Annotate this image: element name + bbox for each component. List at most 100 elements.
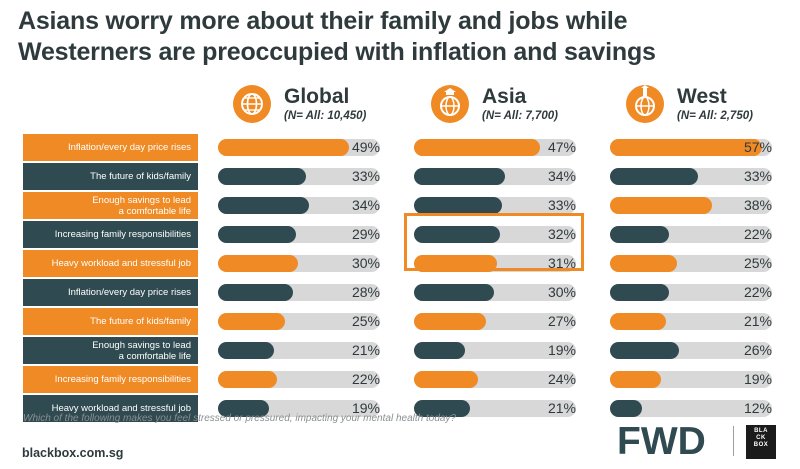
bar-row: 21% bbox=[218, 337, 380, 364]
bar bbox=[218, 342, 275, 359]
bar bbox=[610, 284, 669, 301]
bar-value-label: 22% bbox=[743, 284, 772, 300]
bar bbox=[610, 168, 699, 185]
bar bbox=[218, 313, 285, 330]
bar bbox=[218, 371, 277, 388]
bar-value-label: 47% bbox=[547, 139, 576, 155]
bar bbox=[218, 168, 307, 185]
bar bbox=[218, 400, 269, 417]
bar bbox=[218, 139, 349, 156]
bar-value-label: 25% bbox=[351, 313, 380, 329]
bar-row: 26% bbox=[610, 337, 772, 364]
category-labels: Inflation/every day price rises The futur… bbox=[23, 134, 198, 424]
bar bbox=[218, 226, 296, 243]
bar-value-label: 33% bbox=[547, 197, 576, 213]
bar-row: 19% bbox=[610, 366, 772, 393]
bar-row: 22% bbox=[610, 221, 772, 248]
bar bbox=[414, 197, 503, 214]
bar bbox=[610, 400, 643, 417]
bar-row: 33% bbox=[610, 163, 772, 190]
bar-value-label: 34% bbox=[351, 197, 380, 213]
bar-row: 25% bbox=[610, 250, 772, 277]
bar-row: 30% bbox=[218, 250, 380, 277]
bar bbox=[610, 197, 712, 214]
bar bbox=[414, 371, 479, 388]
column-sample-size: (N= All: 2,750) bbox=[677, 110, 753, 122]
bar-value-label: 33% bbox=[351, 168, 380, 184]
bar-value-label: 29% bbox=[351, 226, 380, 242]
bar-row: 25% bbox=[218, 308, 380, 335]
bar-row: 19% bbox=[414, 337, 576, 364]
bar-row: 21% bbox=[610, 308, 772, 335]
bar-value-label: 21% bbox=[547, 400, 576, 416]
chart-title: Asians worry more about their family and… bbox=[18, 6, 778, 68]
source-url: blackbox.com.sg bbox=[22, 446, 124, 460]
column-sample-size: (N= All: 10,450) bbox=[284, 110, 367, 122]
bar-value-label: 32% bbox=[547, 226, 576, 242]
survey-question: Which of the following makes you feel st… bbox=[23, 413, 456, 424]
category-label: Increasing family responsibilities bbox=[23, 366, 198, 393]
bar-value-label: 24% bbox=[547, 371, 576, 387]
bar bbox=[414, 284, 495, 301]
bar-row: 47% bbox=[414, 134, 576, 161]
globe-asia-icon bbox=[431, 85, 469, 123]
category-label: Heavy workload and stressful job bbox=[23, 395, 198, 422]
bar-value-label: 19% bbox=[351, 400, 380, 416]
bar-value-label: 22% bbox=[743, 226, 772, 242]
bar-row: 33% bbox=[414, 192, 576, 219]
fwd-logo: FWD bbox=[617, 421, 706, 459]
bar-value-label: 22% bbox=[351, 371, 380, 387]
bar-value-label: 27% bbox=[547, 313, 576, 329]
bar bbox=[414, 139, 540, 156]
bar-track bbox=[610, 400, 772, 417]
fwd-logo-text: FWD bbox=[617, 421, 706, 459]
bar-value-label: 26% bbox=[743, 342, 772, 358]
blackbox-logo-line: BLA bbox=[754, 428, 768, 434]
bar-value-label: 30% bbox=[547, 284, 576, 300]
category-label: The future of kids/family bbox=[23, 163, 198, 190]
bar-value-label: 57% bbox=[743, 139, 772, 155]
category-label: The future of kids/family bbox=[23, 308, 198, 335]
bar bbox=[610, 139, 763, 156]
bar-value-label: 31% bbox=[547, 255, 576, 271]
bar-value-label: 33% bbox=[743, 168, 772, 184]
bar bbox=[610, 342, 680, 359]
bar-row: 22% bbox=[610, 279, 772, 306]
column-name: West bbox=[677, 85, 727, 108]
bars-west: 57% 33% 38% 22% 25% 22% 21% 26% 19% 12% bbox=[610, 134, 772, 424]
bar-value-label: 38% bbox=[743, 197, 772, 213]
category-label: Inflation/every day price rises bbox=[23, 134, 198, 161]
highlight-box bbox=[404, 213, 584, 271]
bar-row: 19% bbox=[218, 395, 380, 422]
bar-row: 27% bbox=[414, 308, 576, 335]
blackbox-logo-line: CK bbox=[756, 435, 766, 441]
bar bbox=[414, 226, 500, 243]
column-name: Global bbox=[284, 85, 350, 108]
bar bbox=[414, 168, 505, 185]
bar-row: 57% bbox=[610, 134, 772, 161]
bar-value-label: 49% bbox=[351, 139, 380, 155]
bar-row: 29% bbox=[218, 221, 380, 248]
bar bbox=[414, 342, 465, 359]
category-label: Enough savings to lead a comfortable lif… bbox=[23, 192, 198, 219]
column-name: Asia bbox=[482, 85, 527, 108]
bar bbox=[414, 400, 471, 417]
category-label: Enough savings to lead a comfortable lif… bbox=[23, 337, 198, 364]
bar-row: 21% bbox=[414, 395, 576, 422]
bar-value-label: 28% bbox=[351, 284, 380, 300]
bar-value-label: 19% bbox=[547, 342, 576, 358]
bar-row: 12% bbox=[610, 395, 772, 422]
bar-row: 30% bbox=[414, 279, 576, 306]
bar bbox=[218, 255, 299, 272]
globe-icon bbox=[233, 85, 271, 123]
bar-row: 33% bbox=[218, 163, 380, 190]
bar bbox=[414, 255, 497, 272]
bars-global: 49% 33% 34% 29% 30% 28% 25% 21% 22% 19% bbox=[218, 134, 380, 424]
globe-west-icon bbox=[626, 85, 664, 123]
bar-value-label: 19% bbox=[743, 371, 772, 387]
bar-value-label: 34% bbox=[547, 168, 576, 184]
blackbox-logo: BLA CK BOX bbox=[746, 425, 776, 459]
blackbox-logo-line: BOX bbox=[753, 442, 769, 448]
bars-asia: 47% 34% 33% 32% 31% 30% 27% 19% 24% 21% bbox=[414, 134, 576, 424]
column-sample-size: (N= All: 7,700) bbox=[482, 110, 558, 122]
